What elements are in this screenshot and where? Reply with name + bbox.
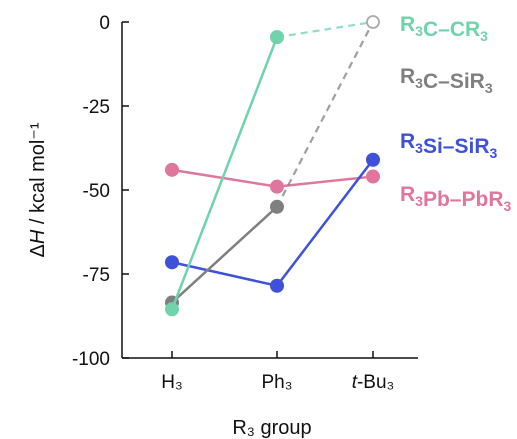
legend-label: R3C–CR3 bbox=[400, 13, 488, 44]
data-point bbox=[165, 302, 179, 317]
series-line-dashed bbox=[276, 21, 374, 208]
legend-label: R3Pb–PbR3 bbox=[400, 183, 511, 214]
series-layer bbox=[165, 15, 380, 317]
x-axis-label: R₃ group bbox=[232, 417, 311, 439]
data-point-open bbox=[366, 15, 380, 29]
data-point bbox=[165, 255, 179, 270]
y-tick-label: -75 bbox=[83, 265, 110, 286]
data-point bbox=[270, 30, 284, 45]
series-0 bbox=[165, 15, 380, 317]
legend: R3C–CR3 R3C–SiR3 R3Si–SiR3 R3Pb–PbR3 bbox=[400, 13, 511, 214]
tick-labels: 0 -25 -50 -75 -100 H₃ Ph₃ t-Bu₃ bbox=[72, 13, 394, 393]
y-axis-label: ΔH / kcal mol⁻¹ bbox=[27, 122, 49, 257]
data-point bbox=[165, 162, 179, 177]
data-point bbox=[270, 199, 284, 214]
data-point bbox=[366, 169, 380, 184]
x-tick-label: Ph₃ bbox=[262, 372, 293, 393]
series-1 bbox=[165, 21, 374, 310]
data-point bbox=[270, 278, 284, 293]
axes bbox=[121, 21, 418, 359]
x-tick-label: H₃ bbox=[161, 372, 182, 393]
y-tick-label: 0 bbox=[99, 13, 110, 34]
series-line bbox=[171, 205, 278, 304]
series-3 bbox=[165, 162, 380, 194]
series-line-dashed bbox=[276, 20, 374, 39]
y-tick-label: -50 bbox=[83, 181, 110, 202]
x-tick-label: t-Bu₃ bbox=[352, 372, 395, 393]
data-point bbox=[270, 179, 284, 194]
legend-label: R3Si–SiR3 bbox=[400, 130, 498, 161]
data-point bbox=[366, 152, 380, 167]
series-line bbox=[170, 36, 279, 310]
y-tick-label: -25 bbox=[83, 97, 110, 118]
y-tick-label: -100 bbox=[72, 349, 110, 370]
legend-label: R3C–SiR3 bbox=[400, 65, 493, 96]
